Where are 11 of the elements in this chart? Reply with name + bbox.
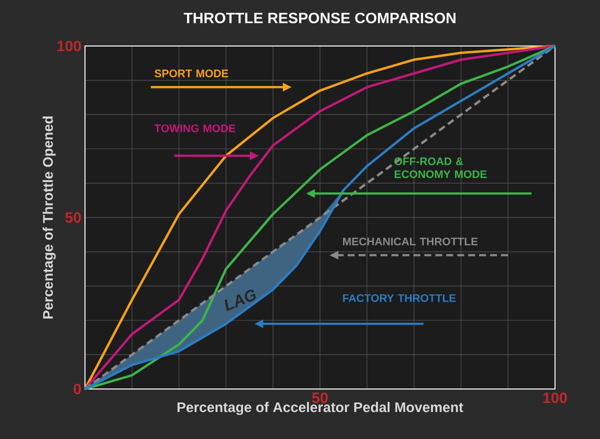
text: SPORT MODE [154, 70, 228, 78]
text: MECHANICAL THROTTLE [343, 238, 478, 246]
y-tick-label: 100 [57, 40, 81, 52]
y-axis-title: Percentage of Throttle Opened [42, 116, 56, 318]
y-tick-label: 0 [74, 384, 81, 394]
text: FACTORY THROTTLE [343, 294, 456, 302]
y-tick-label: 50 [65, 212, 81, 223]
chart-title: THROTTLE RESPONSE COMPARISON [184, 12, 456, 24]
x-axis-title: Percentage of Accelerator Pedal Movement [178, 402, 464, 415]
text: TOWING MODE [154, 124, 236, 132]
annotation: LAG [224, 290, 256, 312]
